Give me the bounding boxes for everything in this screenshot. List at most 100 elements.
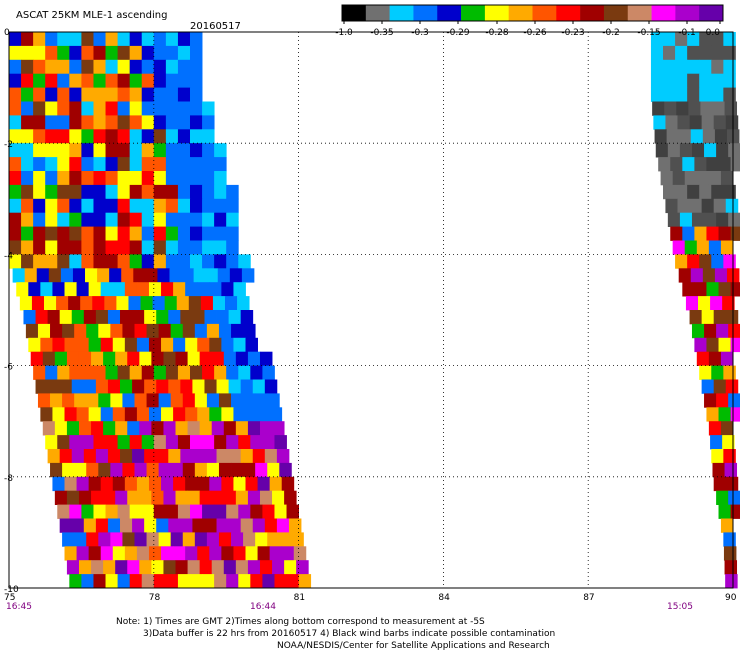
heatmap-cell [658, 157, 671, 172]
heatmap-cell [117, 435, 131, 450]
heatmap-cell [194, 393, 208, 408]
heatmap-cell [687, 32, 700, 47]
heatmap-cell [78, 351, 92, 366]
heatmap-cell [69, 365, 82, 380]
heatmap-cell [194, 532, 208, 547]
heatmap-cell [117, 240, 131, 255]
heatmap-cell [57, 73, 70, 88]
heatmap-cell [718, 407, 731, 422]
heatmap-cell [9, 143, 22, 158]
heatmap-cell [699, 365, 712, 380]
heatmap-cell [93, 45, 106, 61]
x-tick-label: 78 [149, 593, 161, 603]
heatmap-cell [687, 87, 700, 102]
heatmap-cell [9, 32, 22, 47]
heatmap-cell [723, 59, 736, 75]
heatmap-cell [133, 268, 146, 283]
heatmap-cell [264, 449, 278, 464]
heatmap-cell [723, 365, 736, 380]
heatmap-cell [129, 143, 143, 158]
heatmap-cell [76, 476, 90, 492]
colorbar-border [341, 4, 724, 22]
heatmap-cell [716, 212, 729, 227]
heatmap-cell [206, 462, 220, 478]
heatmap-cell [117, 143, 131, 158]
heatmap-cell [177, 157, 191, 172]
heatmap-cell [45, 365, 58, 380]
heatmap-cell [267, 462, 280, 478]
heatmap-cell [136, 476, 150, 492]
heatmap-cell [190, 115, 203, 130]
heatmap-cell [45, 171, 58, 186]
heatmap-cell [675, 184, 688, 200]
heatmap-cell [86, 393, 99, 408]
heatmap-cell [274, 574, 287, 589]
heatmap-cell [59, 310, 73, 325]
heatmap-cell [267, 393, 280, 408]
heatmap-cell [226, 240, 239, 255]
heatmap-cell [78, 421, 92, 436]
heatmap-cell [240, 449, 254, 464]
heatmap-cell [728, 490, 740, 505]
heatmap-cell [185, 407, 198, 422]
heatmap-cell [33, 365, 46, 380]
heatmap-cell [190, 73, 203, 88]
heatmap-cell [170, 532, 184, 547]
heatmap-cell [650, 32, 664, 47]
heatmap-cell [223, 421, 237, 436]
heatmap-cell [710, 435, 723, 450]
heatmap-cell [165, 59, 179, 75]
heatmap-cell [115, 351, 128, 366]
heatmap-cell [689, 310, 703, 325]
heatmap-cell [259, 560, 273, 575]
heatmap-cell [231, 393, 244, 408]
heatmap-cell [677, 115, 690, 130]
heatmap-cell [257, 476, 271, 492]
heatmap-cell [675, 59, 688, 75]
heatmap-cell [100, 546, 114, 561]
heatmap-cell [124, 546, 138, 561]
heatmap-cell [124, 282, 138, 297]
heatmap-cell [663, 32, 676, 47]
heatmap-cell [202, 115, 215, 130]
heatmap-cell [684, 171, 698, 186]
heatmap-cell [190, 184, 203, 200]
heatmap-cell [85, 268, 98, 283]
time-label-right: 15:05 [667, 602, 693, 612]
heatmap-cell [68, 296, 81, 311]
heatmap-cell [718, 226, 731, 241]
heatmap-cell [139, 351, 152, 366]
heatmap-cell [153, 32, 167, 47]
heatmap-cell [204, 449, 217, 464]
heatmap-cell [100, 282, 114, 297]
heatmap-cell [687, 59, 700, 75]
heatmap-cell [217, 268, 231, 283]
heatmap-cell [81, 504, 94, 519]
heatmap-cell [112, 407, 126, 422]
heatmap-cell [57, 171, 70, 186]
heatmap-cell [21, 73, 34, 88]
heatmap-cell [229, 268, 243, 283]
heatmap-cell [257, 546, 271, 561]
heatmap-cell [122, 532, 135, 547]
heatmap-cell [93, 87, 106, 102]
heatmap-cell [713, 198, 727, 214]
heatmap-cell [711, 184, 724, 200]
heatmap-cell [81, 226, 94, 241]
x-tick-label: 84 [438, 593, 450, 603]
heatmap-cell [103, 560, 116, 575]
heatmap-cell [163, 351, 176, 366]
heatmap-cell [141, 184, 155, 200]
heatmap-cell [245, 337, 258, 353]
heatmap-cells [9, 32, 740, 589]
heatmap-cell [37, 393, 51, 408]
heatmap-cell [81, 435, 94, 450]
heatmap-cell [724, 462, 738, 478]
heatmap-cell [675, 45, 688, 61]
heatmap-cell [690, 129, 704, 144]
heatmap-cell [153, 115, 167, 130]
heatmap-cell [141, 212, 155, 227]
heatmap-cell [54, 421, 68, 436]
heatmap-cell [132, 379, 145, 394]
heatmap-cell [91, 421, 104, 436]
